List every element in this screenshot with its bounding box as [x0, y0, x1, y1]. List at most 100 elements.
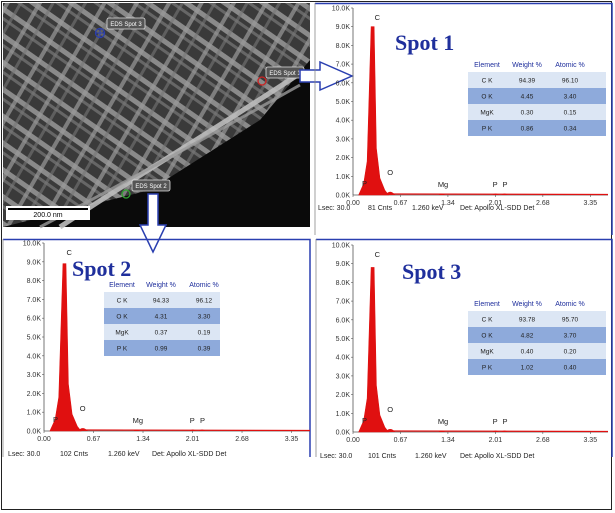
footer-detector: Det: Apollo XL-SDD Det	[152, 451, 226, 458]
peak-label-c: C	[375, 13, 381, 22]
table-cell: 96.12	[196, 298, 213, 305]
y-tick-label: 1.0K	[336, 174, 351, 181]
table-cell: 0.20	[564, 349, 577, 356]
minor-peak	[49, 429, 56, 431]
table-cell: P K	[482, 126, 493, 133]
peak-label-mg: Mg	[438, 180, 448, 189]
eds-spot-3-marker	[94, 27, 106, 39]
y-tick-label: 4.0K	[336, 355, 351, 362]
table-header: Element	[474, 62, 500, 69]
table-header: Atomic %	[189, 282, 219, 289]
footer-counts: 102 Cnts	[60, 451, 89, 458]
table-header: Element	[474, 301, 500, 308]
y-tick-label: 10.0K	[332, 243, 351, 250]
peak-label-p: P	[362, 179, 367, 188]
chart-frame	[3, 238, 311, 457]
table-cell: 0.40	[564, 365, 577, 372]
footer-counts: 101 Cnts	[368, 453, 397, 460]
table-row	[468, 120, 606, 136]
table-cell: C K	[482, 317, 494, 324]
x-tick-label: 3.35	[583, 200, 597, 207]
table-cell: C K	[482, 78, 494, 85]
table-cell: 0.99	[155, 346, 168, 353]
scale-bar-label: 200.0 nm	[33, 212, 62, 219]
table-cell: 0.19	[198, 330, 211, 337]
table-cell: 1.02	[521, 365, 534, 372]
composition-table: Element Weight % Atomic % C K 94.33 96.12 O K 4…	[104, 282, 220, 356]
table-row	[104, 324, 220, 340]
eds-spot-2-marker	[121, 189, 131, 199]
peak-label-p: P	[493, 417, 498, 426]
footer-kev: 1.260 keV	[412, 205, 444, 212]
table-cell: MgK	[480, 349, 494, 356]
table-cell: 94.39	[519, 78, 536, 85]
peak-label-p: P	[493, 180, 498, 189]
y-tick-label: 4.0K	[27, 353, 42, 360]
footer-lsec: Lsec: 30.0	[8, 451, 40, 458]
c-peak	[49, 263, 82, 432]
footer-lsec: Lsec: 30.0	[318, 205, 350, 212]
x-tick-label: 2.01	[489, 200, 503, 207]
peak-label-c: C	[375, 250, 381, 259]
y-tick-label: 9.0K	[336, 24, 351, 31]
table-header: Weight %	[146, 282, 176, 289]
chart-frame	[316, 238, 613, 457]
table-cell: 3.30	[198, 314, 211, 321]
y-tick-labels: 0.0K 1.0K 2.0K 3.0K 4.0K 5.0K 6.0K 7.0K 8.0K 9.0K…	[332, 243, 353, 437]
x-tick-labels: 0.00 0.67 1.34 2.01 2.68 3.35	[346, 432, 597, 444]
y-tick-label: 5.0K	[336, 99, 351, 106]
spot-title: Spot 2	[72, 256, 131, 281]
spectrum-chart-2: 0.0K 1.0K 2.0K 3.0K 4.0K 5.0K 6.0K 7.0K 8.0K 9.0K…	[2, 238, 311, 458]
table-header: Element	[109, 282, 135, 289]
y-tick-label: 7.0K	[336, 62, 351, 69]
table-cell: 95.70	[562, 317, 579, 324]
table-cell: 0.86	[521, 126, 534, 133]
footer-kev: 1.260 keV	[108, 451, 140, 458]
x-tick-labels: 0.00 0.67 1.34 2.01 2.68 3.35	[37, 431, 298, 443]
x-tick-label: 0.00	[346, 200, 360, 207]
peak-label-p: P	[503, 180, 508, 189]
spectrum-chart-3: 0.0K 1.0K 2.0K 3.0K 4.0K 5.0K 6.0K 7.0K 8.0K 9.0K…	[315, 238, 613, 460]
composition-table: Element Weight % Atomic % C K 93.78 95.70 O K 4…	[468, 301, 606, 375]
chart-frame	[315, 2, 613, 235]
table-row	[468, 327, 606, 343]
table-cell: P K	[482, 365, 493, 372]
c-peak	[358, 267, 390, 433]
y-tick-label: 0.0K	[336, 193, 351, 200]
table-header: Weight %	[512, 301, 542, 308]
y-tick-label: 8.0K	[27, 278, 42, 285]
eds-spot-2-tag	[131, 179, 171, 192]
table-cell: 96.10	[562, 78, 579, 85]
spectrum-baseline	[388, 430, 609, 433]
spectrum-baseline	[80, 429, 311, 432]
arrow-spot-1	[299, 60, 354, 92]
table-cell: 3.40	[564, 94, 577, 101]
minor-peak	[189, 429, 196, 431]
y-tick-labels: 0.0K 1.0K 2.0K 3.0K 4.0K 5.0K 6.0K 7.0K 8.0K 9.0K…	[23, 241, 44, 436]
table-cell: 0.30	[521, 110, 534, 117]
y-tick-label: 0.0K	[27, 429, 42, 436]
x-tick-label: 3.35	[285, 436, 299, 443]
minor-peak	[492, 193, 499, 195]
y-tick-label: 7.0K	[336, 299, 351, 306]
table-cell: MgK	[115, 330, 129, 337]
footer-lsec: Lsec: 30.0	[320, 453, 352, 460]
x-tick-label: 1.34	[441, 200, 455, 207]
y-tick-label: 10.0K	[23, 241, 42, 248]
table-cell: MgK	[480, 110, 494, 117]
peak-label-p: P	[503, 417, 508, 426]
peak-label-o: O	[387, 168, 393, 177]
y-tick-label: 2.0K	[336, 155, 351, 162]
y-tick-label: 3.0K	[336, 136, 351, 143]
footer-detector: Det: Apollo XL-SDD Det	[460, 453, 534, 460]
eds-spot-1-marker	[257, 76, 267, 86]
chart-footer: Lsec: 30.0 101 Cnts 1.260 keV Det: Apollo X…	[320, 453, 534, 460]
minor-peak	[492, 430, 499, 432]
table-header: Weight %	[512, 62, 542, 69]
table-cell: 3.70	[564, 333, 577, 340]
table-row	[468, 104, 606, 120]
table-cell: O K	[481, 333, 493, 340]
table-cell: 94.33	[153, 298, 170, 305]
spectrum-chart-1: 0.0K 1.0K 2.0K 3.0K 4.0K 5.0K 6.0K 7.0K 8.0K 9.0K…	[314, 2, 613, 235]
